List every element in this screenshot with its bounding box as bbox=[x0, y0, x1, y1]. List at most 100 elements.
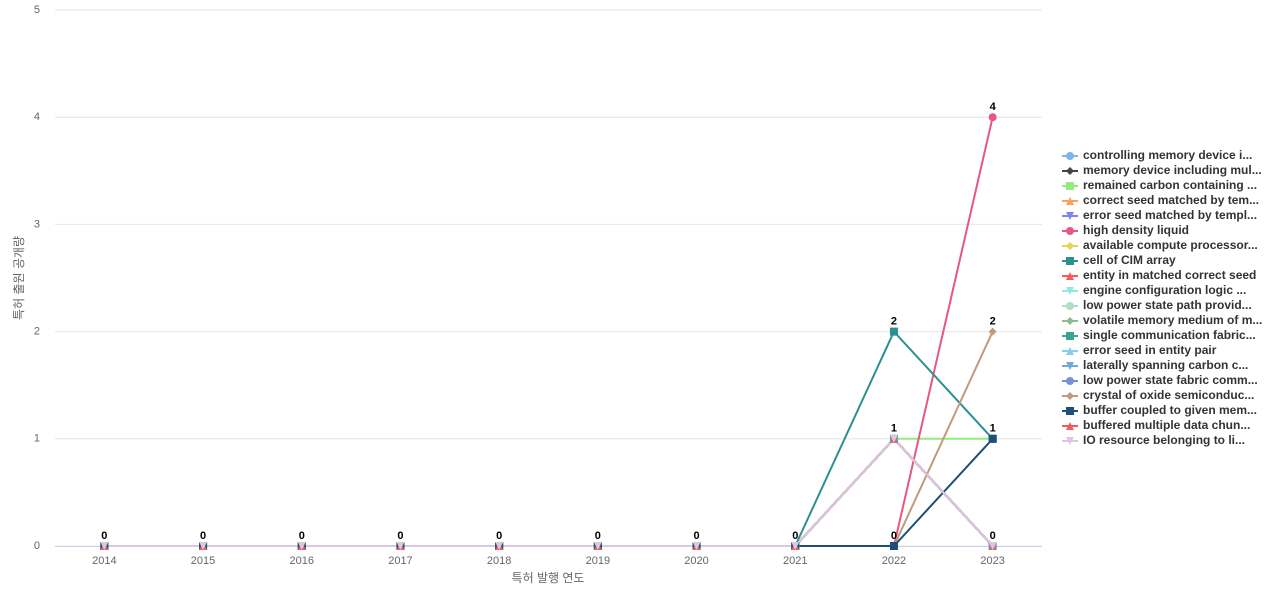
data-label: 0 bbox=[496, 530, 502, 542]
data-label: 0 bbox=[397, 530, 403, 542]
marker bbox=[1066, 302, 1074, 310]
marker bbox=[1066, 167, 1074, 175]
x-tick-label: 2016 bbox=[290, 555, 314, 567]
data-label: 0 bbox=[200, 530, 206, 542]
marker bbox=[593, 542, 602, 550]
legend-item[interactable]: cell of CIM array bbox=[1062, 253, 1176, 267]
legend-item[interactable]: engine configuration logic ... bbox=[1062, 283, 1246, 297]
marker bbox=[988, 327, 997, 336]
data-label: 4 bbox=[990, 101, 997, 113]
series-line bbox=[104, 437, 994, 547]
marker bbox=[889, 434, 898, 443]
y-tick-label: 2 bbox=[34, 326, 40, 338]
legend-item[interactable]: available compute processor... bbox=[1062, 238, 1258, 252]
legend-item[interactable]: remained carbon containing ... bbox=[1062, 178, 1257, 192]
series-line bbox=[104, 437, 994, 547]
legend-item[interactable]: correct seed matched by tem... bbox=[1062, 193, 1259, 207]
marker bbox=[1066, 317, 1074, 325]
series-line bbox=[104, 437, 994, 547]
y-tick-label: 1 bbox=[34, 433, 40, 445]
legend-label: buffered multiple data chun... bbox=[1083, 418, 1250, 432]
marker bbox=[988, 434, 997, 443]
marker bbox=[1066, 422, 1074, 430]
data-label: 0 bbox=[891, 530, 897, 542]
legend-item[interactable]: controlling memory device i... bbox=[1062, 148, 1252, 162]
data-label: 0 bbox=[990, 530, 996, 542]
series-line bbox=[104, 437, 993, 547]
legend-label: buffer coupled to given mem... bbox=[1083, 403, 1257, 417]
data-label: 0 bbox=[595, 530, 601, 542]
legend-label: single communication fabric... bbox=[1083, 328, 1256, 342]
legend-label: error seed in entity pair bbox=[1083, 343, 1217, 357]
legend-item[interactable]: error seed in entity pair bbox=[1062, 343, 1217, 357]
legend-label: error seed matched by templ... bbox=[1083, 208, 1257, 222]
legend-item[interactable]: low power state fabric comm... bbox=[1062, 373, 1258, 387]
marker bbox=[1066, 437, 1074, 445]
marker bbox=[1066, 392, 1074, 400]
marker bbox=[692, 542, 701, 550]
marker bbox=[889, 542, 898, 550]
legend-label: engine configuration logic ... bbox=[1083, 283, 1246, 297]
series-line bbox=[104, 437, 994, 547]
legend-label: controlling memory device i... bbox=[1083, 148, 1252, 162]
legend-item[interactable]: IO resource belonging to li... bbox=[1062, 433, 1245, 447]
x-axis-title: 특허 발행 연도 bbox=[512, 570, 585, 585]
legend-item[interactable]: high density liquid bbox=[1062, 223, 1189, 237]
data-label: 2 bbox=[990, 316, 996, 328]
legend-label: high density liquid bbox=[1083, 223, 1189, 237]
series-line bbox=[104, 437, 994, 547]
legend-label: remained carbon containing ... bbox=[1083, 178, 1257, 192]
legend-label: crystal of oxide semiconduc... bbox=[1083, 388, 1254, 402]
data-label: 0 bbox=[101, 530, 107, 542]
legend-item[interactable]: laterally spanning carbon c... bbox=[1062, 358, 1248, 372]
legend-item[interactable]: volatile memory medium of m... bbox=[1062, 313, 1262, 327]
data-label: 1 bbox=[990, 423, 996, 435]
x-tick-label: 2017 bbox=[388, 555, 412, 567]
series-line bbox=[104, 437, 994, 547]
series-line bbox=[104, 437, 994, 547]
marker bbox=[1066, 227, 1074, 235]
series-line bbox=[104, 437, 994, 547]
marker bbox=[495, 542, 504, 550]
legend-item[interactable]: error seed matched by templ... bbox=[1062, 208, 1257, 222]
y-tick-label: 0 bbox=[34, 540, 40, 552]
series-line bbox=[104, 437, 994, 547]
legend-label: memory device including mul... bbox=[1083, 163, 1262, 177]
marker bbox=[1066, 287, 1074, 295]
legend-item[interactable]: low power state path provid... bbox=[1062, 298, 1252, 312]
legend-label: entity in matched correct seed bbox=[1083, 268, 1256, 282]
marker bbox=[1066, 257, 1074, 265]
legend-item[interactable]: single communication fabric... bbox=[1062, 328, 1256, 342]
x-tick-label: 2023 bbox=[980, 555, 1004, 567]
x-tick-label: 2015 bbox=[191, 555, 215, 567]
legend-item[interactable]: entity in matched correct seed bbox=[1062, 268, 1256, 282]
legend-item[interactable]: buffer coupled to given mem... bbox=[1062, 403, 1257, 417]
marker bbox=[988, 113, 997, 122]
legend-label: cell of CIM array bbox=[1083, 253, 1176, 267]
y-tick-label: 4 bbox=[34, 111, 40, 123]
series-line bbox=[104, 437, 994, 547]
series-line bbox=[104, 437, 994, 547]
series-line bbox=[104, 437, 994, 547]
legend-item[interactable]: buffered multiple data chun... bbox=[1062, 418, 1250, 432]
series-line bbox=[104, 437, 994, 547]
y-axis-title: 특허 출원 공개량 bbox=[12, 236, 26, 320]
x-tick-label: 2019 bbox=[586, 555, 610, 567]
legend-item[interactable]: crystal of oxide semiconduc... bbox=[1062, 388, 1254, 402]
data-label: 0 bbox=[792, 530, 798, 542]
legend-label: laterally spanning carbon c... bbox=[1083, 358, 1248, 372]
marker bbox=[988, 542, 997, 550]
x-tick-label: 2018 bbox=[487, 555, 511, 567]
x-tick-label: 2014 bbox=[92, 555, 116, 567]
marker bbox=[1066, 152, 1074, 160]
marker bbox=[1066, 377, 1074, 385]
marker bbox=[889, 327, 898, 336]
x-tick-label: 2022 bbox=[882, 555, 906, 567]
series-line bbox=[104, 438, 994, 547]
marker bbox=[1066, 407, 1074, 415]
legend-label: available compute processor... bbox=[1083, 238, 1258, 252]
legend-item[interactable]: memory device including mul... bbox=[1062, 163, 1262, 177]
data-label: 2 bbox=[891, 316, 897, 328]
data-label: 0 bbox=[299, 530, 305, 542]
